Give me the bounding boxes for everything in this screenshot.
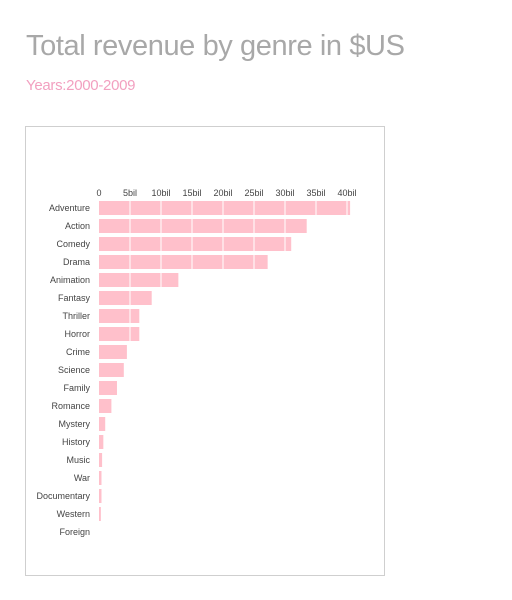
- x-tick-label: 10bil: [151, 188, 170, 198]
- bar-action: [99, 219, 307, 233]
- page-subtitle: Years:2000-2009: [26, 77, 136, 94]
- bar-comedy: [99, 237, 292, 251]
- bar-mystery: [99, 417, 106, 431]
- revenue-bar-chart: 0 5bil 10bil 15bil 20bil 25bil 30bil 35bil 40bil…: [36, 188, 357, 540]
- bar-fantasy: [99, 291, 152, 305]
- x-tick-label: 25bil: [244, 188, 263, 198]
- x-tick-label: 20bil: [213, 188, 232, 198]
- category-label: Foreign: [59, 527, 90, 537]
- x-tick-label: 35bil: [306, 188, 325, 198]
- category-label: Mystery: [59, 419, 91, 429]
- bar-music: [99, 453, 103, 467]
- bar-romance: [99, 399, 112, 413]
- category-label: Western: [57, 509, 90, 519]
- category-label: Thriller: [62, 311, 90, 321]
- bar-crime: [99, 345, 127, 359]
- category-label: Music: [66, 455, 90, 465]
- bar-family: [99, 381, 117, 395]
- category-label: Crime: [66, 347, 90, 357]
- category-label: Romance: [51, 401, 90, 411]
- category-label: Adventure: [49, 203, 90, 213]
- category-label: Animation: [50, 275, 90, 285]
- x-tick-label: 30bil: [275, 188, 294, 198]
- x-tick-label: 5bil: [123, 188, 137, 198]
- category-label: Family: [64, 383, 91, 393]
- category-label: Comedy: [56, 239, 90, 249]
- page-title: Total revenue by genre in $US: [26, 30, 405, 62]
- bar-war: [99, 471, 102, 485]
- x-tick-label: 40bil: [337, 188, 356, 198]
- bar-animation: [99, 273, 179, 287]
- bar-science: [99, 363, 124, 377]
- category-label: Drama: [63, 257, 90, 267]
- bar-drama: [99, 255, 268, 269]
- category-label: History: [62, 437, 91, 447]
- bar-horror: [99, 327, 140, 341]
- bar-documentary: [99, 489, 102, 503]
- bar-thriller: [99, 309, 140, 323]
- category-label: War: [74, 473, 90, 483]
- category-label: Horror: [64, 329, 90, 339]
- category-label: Science: [58, 365, 90, 375]
- bar-history: [99, 435, 104, 449]
- category-label: Documentary: [36, 491, 90, 501]
- bar-adventure: [99, 201, 351, 215]
- category-label: Action: [65, 221, 90, 231]
- bar-western: [99, 507, 101, 521]
- category-label: Fantasy: [58, 293, 91, 303]
- chart-frame: 0 5bil 10bil 15bil 20bil 25bil 30bil 35bil 40bil…: [25, 126, 385, 576]
- x-tick-label: 15bil: [182, 188, 201, 198]
- x-tick-label: 0: [96, 188, 101, 198]
